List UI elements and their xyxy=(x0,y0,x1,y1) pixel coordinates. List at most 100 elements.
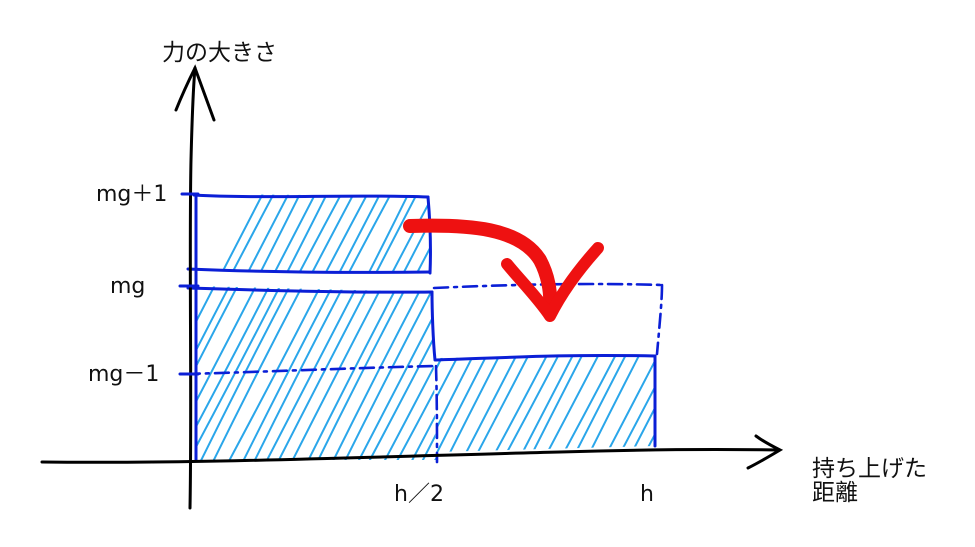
hatch-stroke xyxy=(652,180,802,470)
hatch-stroke xyxy=(436,356,580,452)
hatch-stroke xyxy=(260,286,413,460)
hatch-stroke xyxy=(737,180,887,470)
hatch-stroke xyxy=(484,356,637,452)
hatch-stroke xyxy=(302,286,436,460)
hatch-stroke xyxy=(196,194,297,272)
y-axis-title: 力の大きさ xyxy=(162,40,277,66)
middle-vertical-drop xyxy=(430,290,437,362)
hatch-stroke xyxy=(628,180,778,470)
hatch-stroke xyxy=(680,180,830,470)
hatch-stroke xyxy=(692,180,842,470)
hatch-stroke xyxy=(196,286,348,460)
hatch-stroke xyxy=(482,180,632,470)
hatch-stroke xyxy=(692,180,842,470)
hatch-stroke xyxy=(512,356,655,452)
hatch-stroke xyxy=(521,180,671,470)
arrow-head xyxy=(501,242,604,322)
force-outlines xyxy=(186,193,657,462)
hatch-stroke xyxy=(196,194,283,272)
hatch-stroke xyxy=(290,194,430,272)
hatch-stroke xyxy=(729,180,879,470)
hatch-stroke xyxy=(391,286,436,460)
x-axis-line xyxy=(40,447,780,464)
hatch-stroke xyxy=(551,180,701,470)
hatch-stroke xyxy=(189,180,339,470)
hatch-stroke xyxy=(247,194,400,272)
hatch-stroke xyxy=(640,180,790,470)
hatch-stroke xyxy=(680,180,830,470)
hatch-stroke xyxy=(160,180,310,470)
hatch-stroke xyxy=(196,286,312,460)
dotted-guides xyxy=(184,282,664,464)
upper-box-right-edge xyxy=(426,195,432,275)
hatch-stroke xyxy=(731,180,881,470)
hatch-stroke xyxy=(603,180,753,470)
hatch-stroke xyxy=(562,180,712,470)
hatch-stroke xyxy=(248,286,401,460)
hatch-stroke xyxy=(272,286,425,460)
hatch-stroke xyxy=(722,180,872,470)
hatch-stroke xyxy=(621,356,655,452)
h-dotted-vertical xyxy=(655,283,664,356)
hatch-stroke xyxy=(536,180,686,470)
hatch-stroke xyxy=(440,356,593,452)
hatched-area-upper-left xyxy=(196,180,894,470)
mg-plus-1-top-line xyxy=(192,193,430,199)
hatch-stroke xyxy=(614,180,764,470)
hatch-stroke xyxy=(196,286,324,460)
hatch-stroke xyxy=(561,180,711,470)
hatch-stroke xyxy=(264,194,417,272)
hatch-stroke xyxy=(640,180,790,470)
hatch-stroke xyxy=(667,180,817,470)
x-axis-title-line1: 持ち上げた xyxy=(812,456,927,482)
hatch-stroke xyxy=(119,180,269,470)
hatch-stroke xyxy=(748,180,898,470)
hatched-area-right xyxy=(119,180,898,470)
hatch-stroke xyxy=(209,194,362,272)
y-ticks xyxy=(178,192,200,376)
hatch-stroke xyxy=(616,180,766,470)
hatch-stroke xyxy=(610,356,655,452)
hatched-area-lower-left xyxy=(196,180,881,470)
hatch-stroke xyxy=(196,194,308,272)
hatch-stroke xyxy=(680,180,830,470)
axes xyxy=(40,64,784,510)
hatch-stroke xyxy=(653,356,655,452)
hatch-stroke xyxy=(553,356,655,452)
hatch-stroke xyxy=(522,356,655,452)
hatch-stroke xyxy=(577,180,727,470)
hatch-stroke xyxy=(703,180,853,470)
hatch-stroke xyxy=(339,286,436,460)
hatch-stroke xyxy=(510,180,660,470)
x-axis-arrowhead xyxy=(746,434,784,470)
hatch-stroke xyxy=(467,356,620,452)
hatch-stroke xyxy=(196,194,271,272)
hatch-stroke xyxy=(512,180,662,470)
hatch-stroke xyxy=(272,180,422,470)
hatch-stroke xyxy=(597,356,655,452)
hatch-stroke xyxy=(406,286,436,460)
mg-minus-1-line-right xyxy=(434,353,657,362)
hatch-stroke xyxy=(587,180,737,470)
hatch-stroke xyxy=(237,286,390,460)
hatch-stroke xyxy=(203,180,353,470)
hatch-stroke xyxy=(537,356,655,452)
mg-line-left xyxy=(186,267,432,274)
hatch-stroke xyxy=(710,180,860,470)
hatch-stroke xyxy=(312,286,436,460)
hatch-stroke xyxy=(378,286,436,460)
hatch-stroke xyxy=(286,286,436,460)
hatch-stroke xyxy=(496,356,649,452)
hatch-stroke xyxy=(196,286,335,460)
y-axis-line xyxy=(188,66,197,510)
decrease-arrow xyxy=(403,218,604,322)
hatch-stroke xyxy=(236,194,389,272)
label-mg: mg xyxy=(110,274,145,299)
label-mg-minus-1: mg－1 xyxy=(88,362,159,387)
mg-dotted-extension xyxy=(432,282,664,290)
hatch-stroke xyxy=(744,180,894,470)
hatch-stroke xyxy=(484,180,634,470)
y-axis-arrowhead xyxy=(174,64,216,122)
hatch-stroke xyxy=(273,194,426,272)
